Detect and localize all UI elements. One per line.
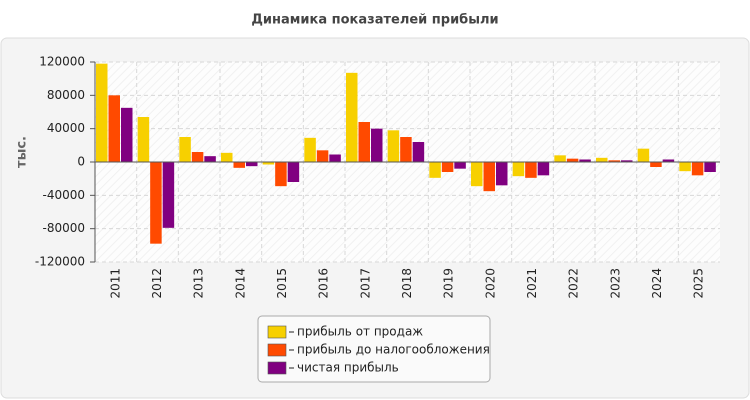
- bar: [346, 72, 358, 162]
- legend-swatch: [267, 325, 287, 339]
- x-tick-label: 2024: [650, 268, 664, 299]
- y-tick-label: -40000: [42, 188, 85, 202]
- x-tick-label: 2025: [692, 268, 706, 299]
- bar: [566, 158, 579, 162]
- x-tick-label: 2017: [358, 268, 372, 299]
- y-tick-label: 80000: [47, 88, 85, 102]
- x-tick-label: 2015: [275, 268, 289, 299]
- bar: [233, 162, 245, 168]
- legend-label: чистая прибыль: [297, 361, 399, 375]
- bar: [371, 128, 383, 162]
- x-tick-label: 2021: [525, 268, 539, 299]
- bar: [262, 162, 275, 165]
- x-tick-label: 2011: [108, 268, 122, 299]
- bar: [275, 162, 287, 187]
- bar: [400, 137, 412, 162]
- bar: [596, 157, 608, 162]
- bar: [691, 162, 704, 176]
- legend: [257, 315, 491, 383]
- bar: [483, 162, 495, 192]
- bar: [162, 162, 175, 228]
- bar: [287, 162, 300, 182]
- bar: [358, 122, 370, 162]
- bar: [704, 162, 716, 172]
- x-tick-label: 2014: [233, 268, 247, 299]
- x-tick-label: 2012: [150, 268, 164, 299]
- bar: [387, 130, 400, 162]
- x-tick-label: 2013: [192, 268, 206, 299]
- bar: [108, 95, 120, 162]
- chart-title: Динамика показателей прибыли: [251, 13, 498, 28]
- bar: [679, 162, 691, 172]
- bar: [96, 63, 108, 162]
- bar: [429, 162, 441, 178]
- y-tick-label: -80000: [42, 221, 85, 235]
- bar: [579, 159, 591, 162]
- bar: [304, 137, 316, 162]
- x-tick-label: 2020: [483, 268, 497, 299]
- y-tick-label: 40000: [47, 121, 85, 135]
- bar: [412, 142, 425, 162]
- bar: [316, 150, 329, 162]
- y-axis-label: тыс.: [15, 136, 30, 168]
- bar: [554, 155, 566, 162]
- x-tick-label: 2023: [608, 268, 622, 299]
- bar: [221, 152, 233, 162]
- bar: [525, 162, 537, 178]
- bar: [150, 162, 162, 244]
- bar: [662, 159, 675, 162]
- bar: [496, 162, 508, 186]
- y-tick-label: 0: [77, 155, 85, 169]
- bar: [608, 160, 620, 162]
- bar: [121, 107, 133, 162]
- bar: [191, 152, 204, 162]
- bar: [637, 148, 650, 162]
- legend-swatch: [267, 343, 287, 357]
- legend-label: прибыль до налогообложения: [297, 343, 490, 357]
- y-tick-label: 120000: [39, 55, 85, 69]
- y-tick-label: -120000: [35, 255, 85, 269]
- legend-swatch: [267, 361, 287, 375]
- bar: [454, 162, 466, 169]
- bar: [621, 160, 633, 162]
- bar: [137, 117, 150, 162]
- x-tick-label: 2022: [567, 268, 581, 299]
- x-tick-label: 2019: [442, 268, 456, 299]
- bar: [537, 162, 550, 176]
- bar: [441, 162, 454, 172]
- bar: [471, 162, 483, 187]
- bar: [204, 156, 216, 162]
- bar: [512, 162, 525, 177]
- bar: [179, 137, 191, 162]
- bar: [650, 162, 662, 167]
- x-tick-label: 2016: [317, 268, 331, 299]
- bar: [246, 162, 258, 167]
- x-tick-label: 2018: [400, 268, 414, 299]
- bar: [329, 154, 341, 162]
- legend-label: прибыль от продаж: [297, 325, 423, 339]
